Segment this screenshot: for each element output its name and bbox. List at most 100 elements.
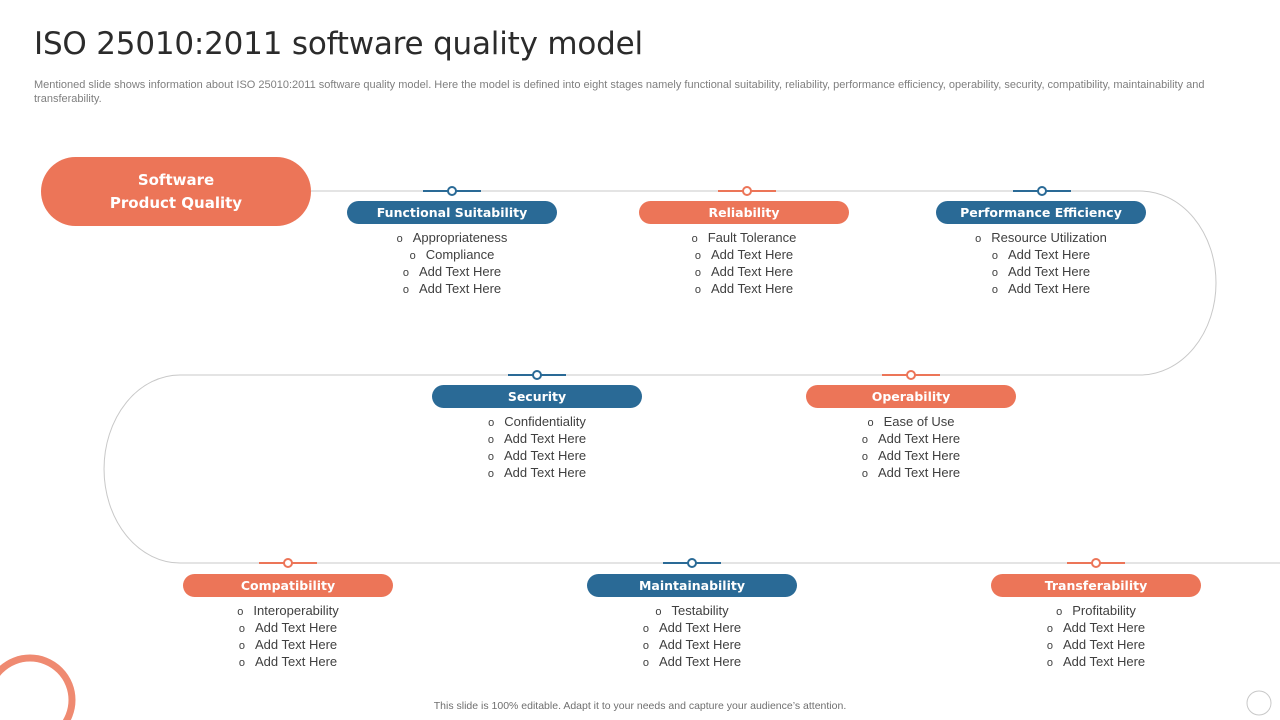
list-item: o Add Text Here xyxy=(992,247,1090,264)
stage-label: Transferability xyxy=(991,574,1201,597)
hollow-bullet-icon: o xyxy=(402,284,409,296)
list-item: o Add Text Here xyxy=(992,281,1090,298)
stage-marker xyxy=(423,186,481,196)
list-item: o Fault Tolerance xyxy=(692,230,797,247)
connector-path xyxy=(103,190,1280,564)
list-item-text: Add Text Here xyxy=(710,281,794,296)
list-item-text: Add Text Here xyxy=(1062,654,1146,669)
stage-label: Compatibility xyxy=(183,574,393,597)
hollow-bullet-icon: o xyxy=(861,451,868,463)
list-item: o Testability xyxy=(655,603,728,620)
list-item: o Add Text Here xyxy=(1047,620,1145,637)
stage-operability: Operability o Ease of Use o Add Text Here o Ad… xyxy=(806,385,1016,482)
hollow-bullet-icon: o xyxy=(238,657,245,669)
list-item-text: Add Text Here xyxy=(658,654,742,669)
list-item: o Compliance xyxy=(410,247,495,264)
hollow-bullet-icon: o xyxy=(694,250,701,262)
stage-item-list: o Confidentiality o Add Text Here o Add Text … xyxy=(432,414,642,482)
list-item: o Add Text Here xyxy=(239,620,337,637)
list-item-text: Confidentiality xyxy=(504,414,586,429)
stage-marker xyxy=(259,558,317,568)
stage-label: Maintainability xyxy=(587,574,797,597)
list-item: o Confidentiality xyxy=(488,414,586,431)
hollow-bullet-icon: o xyxy=(991,250,998,262)
stage-marker xyxy=(663,558,721,568)
hollow-bullet-icon: o xyxy=(694,267,701,279)
list-item-text: Add Text Here xyxy=(254,654,338,669)
list-item: o Add Text Here xyxy=(239,654,337,671)
stage-markers xyxy=(259,186,1125,568)
list-item-text: Add Text Here xyxy=(503,465,587,480)
hollow-bullet-icon: o xyxy=(694,284,701,296)
list-item-text: Add Text Here xyxy=(1007,247,1091,262)
hollow-bullet-icon: o xyxy=(642,623,649,635)
list-item: o Add Text Here xyxy=(403,264,501,281)
list-item: o Add Text Here xyxy=(643,620,741,637)
list-item-text: Add Text Here xyxy=(418,264,502,279)
stage-marker xyxy=(718,186,776,196)
list-item-text: Add Text Here xyxy=(1062,620,1146,635)
list-item: o Add Text Here xyxy=(862,431,960,448)
stage-functional-suitability: Functional Suitability o Appropriateness o C… xyxy=(347,201,557,298)
hollow-bullet-icon: o xyxy=(487,468,494,480)
list-item-text: Add Text Here xyxy=(1007,281,1091,296)
page-title: ISO 25010:2011 software quality model xyxy=(34,26,643,62)
hollow-bullet-icon: o xyxy=(238,623,245,635)
list-item-text: Add Text Here xyxy=(658,620,742,635)
list-item: o Add Text Here xyxy=(695,281,793,298)
list-item: o Profitability xyxy=(1056,603,1136,620)
list-item-text: Add Text Here xyxy=(418,281,502,296)
root-software-product-quality: Software Product Quality xyxy=(41,157,311,226)
list-item-text: Add Text Here xyxy=(254,620,338,635)
list-item-text: Compliance xyxy=(425,247,495,262)
stage-item-list: o Interoperability o Add Text Here o Add Text… xyxy=(183,603,393,671)
hollow-bullet-icon: o xyxy=(642,640,649,652)
hollow-bullet-icon: o xyxy=(991,267,998,279)
hollow-bullet-icon: o xyxy=(867,417,874,429)
stage-marker xyxy=(508,370,566,380)
stage-item-list: o Ease of Use o Add Text Here o Add Text Here… xyxy=(806,414,1016,482)
list-item: o Add Text Here xyxy=(643,654,741,671)
stage-label: Reliability xyxy=(639,201,849,224)
list-item: o Add Text Here xyxy=(403,281,501,298)
hollow-bullet-icon: o xyxy=(487,451,494,463)
list-item: o Add Text Here xyxy=(488,465,586,482)
list-item-text: Add Text Here xyxy=(503,448,587,463)
list-item-text: Fault Tolerance xyxy=(707,230,797,245)
hollow-bullet-icon: o xyxy=(1046,623,1053,635)
stage-item-list: o Testability o Add Text Here o Add Text Here… xyxy=(587,603,797,671)
list-item: o Add Text Here xyxy=(862,448,960,465)
stage-label: Security xyxy=(432,385,642,408)
stage-marker xyxy=(882,370,940,380)
stage-performance-efficiency: Performance Efficiency o Resource Utilizat… xyxy=(936,201,1146,298)
list-item: o Ease of Use xyxy=(868,414,955,431)
list-item-text: Add Text Here xyxy=(877,448,961,463)
list-item-text: Add Text Here xyxy=(658,637,742,652)
list-item: o Add Text Here xyxy=(1047,637,1145,654)
list-item: o Add Text Here xyxy=(862,465,960,482)
list-item-text: Add Text Here xyxy=(1007,264,1091,279)
list-item: o Add Text Here xyxy=(488,448,586,465)
page-subtitle: Mentioned slide shows information about … xyxy=(34,79,1205,105)
hollow-bullet-icon: o xyxy=(1046,640,1053,652)
list-item: o Add Text Here xyxy=(695,247,793,264)
hollow-bullet-icon: o xyxy=(975,233,982,245)
list-item-text: Appropriateness xyxy=(412,230,508,245)
list-item: o Add Text Here xyxy=(643,637,741,654)
list-item: o Interoperability xyxy=(237,603,338,620)
hollow-bullet-icon: o xyxy=(861,468,868,480)
hollow-bullet-icon: o xyxy=(238,640,245,652)
hollow-bullet-icon: o xyxy=(409,250,416,262)
list-item-text: Ease of Use xyxy=(883,414,955,429)
stage-marker xyxy=(1013,186,1071,196)
hollow-bullet-icon: o xyxy=(991,284,998,296)
list-item-text: Add Text Here xyxy=(710,247,794,262)
stage-security: Security o Confidentiality o Add Text Here o A… xyxy=(432,385,642,482)
hollow-bullet-icon: o xyxy=(1046,657,1053,669)
list-item: o Resource Utilization xyxy=(975,230,1107,247)
list-item-text: Add Text Here xyxy=(710,264,794,279)
stage-reliability: Reliability o Fault Tolerance o Add Text Her… xyxy=(639,201,849,298)
list-item-text: Add Text Here xyxy=(503,431,587,446)
slide-nav-circle xyxy=(1246,690,1272,716)
list-item: o Add Text Here xyxy=(695,264,793,281)
